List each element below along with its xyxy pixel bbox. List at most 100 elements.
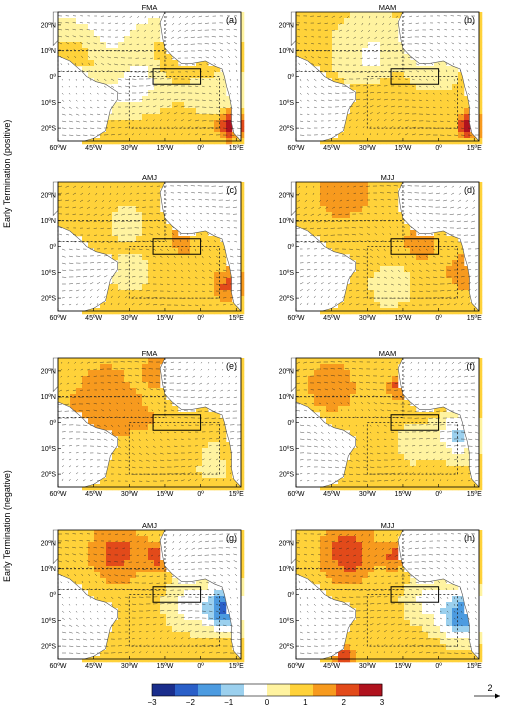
lat-tick-label: 0º — [288, 592, 295, 599]
lat-tick-label: 20ºS — [279, 644, 294, 651]
atl3-box — [152, 68, 202, 85]
lon-tick-label: 45ºW — [85, 663, 102, 670]
season-title: FMA — [142, 349, 158, 358]
lat-tick-label: 20ºS — [279, 296, 294, 303]
south-america-coast — [57, 225, 118, 312]
lat-tick-label: 0º — [288, 244, 295, 251]
lat-tick-label: 0º — [288, 420, 295, 427]
lat-tick-label: 0º — [50, 592, 57, 599]
lon-tick-label: 15ºE — [229, 315, 244, 322]
lon-tick-label: 15ºW — [394, 491, 411, 498]
south-america-coast — [295, 401, 356, 488]
reference-vector-label: 2 — [487, 683, 492, 693]
lon-tick-label: 45ºW — [323, 315, 340, 322]
south-america-coast — [295, 573, 356, 660]
lon-tick-label: 15ºW — [156, 491, 173, 498]
colorbar-tick-label: −1 — [224, 698, 234, 707]
lat-tick-label: 10ºN — [41, 218, 56, 225]
panel-h: MJJ (h) 20ºN 10ºN 0º 10ºS 20ºS 60ºW 45ºW 30ºW 15ºW… — [279, 521, 483, 670]
atl3-box — [390, 414, 440, 431]
lon-tick-label: 0º — [435, 491, 442, 498]
lon-tick-label: 30ºW — [121, 663, 138, 670]
lon-tick-label: 15ºE — [467, 491, 482, 498]
lat-tick-label: 0º — [50, 74, 57, 81]
colorbar-tick-label: −3 — [147, 698, 157, 707]
lat-tick-label: 20ºN — [41, 540, 56, 547]
lat-tick-label: 10ºS — [279, 618, 294, 625]
south-region-box — [366, 422, 459, 475]
lon-tick-label: 15ºW — [156, 315, 173, 322]
wind-vectors — [57, 185, 242, 306]
atl3-box — [390, 238, 440, 255]
lon-tick-label: 15ºW — [394, 315, 411, 322]
season-title: AMJ — [142, 173, 157, 182]
lat-tick-label: 10ºN — [279, 218, 294, 225]
atl3-box — [152, 238, 202, 255]
south-region-box — [366, 594, 459, 647]
lat-tick-label: 10ºN — [41, 48, 56, 55]
lon-tick-label: 60ºW — [288, 145, 305, 152]
atl3-box — [152, 414, 202, 431]
south-america-coast — [57, 55, 118, 142]
lat-tick-label: 20ºS — [41, 644, 56, 651]
lat-tick-label: 10ºN — [279, 566, 294, 573]
lat-tick-label: 0º — [50, 420, 57, 427]
panel-tag: (b) — [464, 15, 475, 25]
lat-tick-label: 10ºS — [41, 100, 56, 107]
lat-tick-label: 10ºS — [279, 100, 294, 107]
lon-tick-label: 60ºW — [50, 145, 67, 152]
lon-tick-label: 0º — [197, 491, 204, 498]
season-title: FMA — [142, 3, 158, 12]
panel-g: AMJ (g) 20ºN 10ºN 0º 10ºS 20ºS 60ºW 45ºW 30ºW 15ºW… — [41, 521, 245, 670]
lon-tick-label: 45ºW — [85, 491, 102, 498]
lat-tick-label: 10ºN — [41, 394, 56, 401]
colorbar-tick-label: 3 — [380, 698, 385, 707]
wind-vectors — [57, 361, 242, 482]
lon-tick-label: 30ºW — [359, 663, 376, 670]
lat-tick-label: 10ºS — [279, 446, 294, 453]
south-region-box — [366, 246, 459, 299]
panel-tag: (h) — [464, 533, 475, 543]
panel-tag: (a) — [226, 15, 237, 25]
lat-tick-label: 20ºN — [279, 540, 294, 547]
colorbar-tick-label: 2 — [341, 698, 346, 707]
lon-tick-label: 30ºW — [121, 491, 138, 498]
colorbar-tick-label: 1 — [303, 698, 308, 707]
panel-e: FMA (e) 20ºN 10ºN 0º 10ºS 20ºS 60ºW 45ºW 30ºW 15ºW… — [41, 349, 245, 498]
wind-vectors — [57, 15, 242, 136]
lon-tick-label: 45ºW — [323, 663, 340, 670]
lon-tick-label: 30ºW — [359, 315, 376, 322]
lon-tick-label: 15ºE — [229, 663, 244, 670]
panel-tag: (f) — [467, 361, 476, 371]
season-title: AMJ — [142, 521, 157, 530]
panel-tag: (d) — [464, 185, 475, 195]
lon-tick-label: 60ºW — [288, 663, 305, 670]
lon-tick-label: 15ºE — [229, 491, 244, 498]
lat-tick-label: 10ºN — [41, 566, 56, 573]
lat-tick-label: 0º — [288, 74, 295, 81]
lon-tick-label: 60ºW — [288, 315, 305, 322]
lon-tick-label: 0º — [435, 663, 442, 670]
lon-tick-label: 45ºW — [323, 145, 340, 152]
lat-tick-label: 20ºS — [41, 296, 56, 303]
lon-tick-label: 15ºE — [467, 145, 482, 152]
colorbar: −3 −2 −1 0 1 2 3 — [147, 683, 385, 707]
lon-tick-label: 15ºW — [394, 663, 411, 670]
lon-tick-label: 15ºE — [467, 663, 482, 670]
colorbar-tick-label: 0 — [265, 698, 270, 707]
panel-tag: (e) — [226, 361, 237, 371]
season-title: MJJ — [381, 521, 395, 530]
lon-tick-label: 30ºW — [359, 145, 376, 152]
lat-tick-label: 10ºS — [41, 270, 56, 277]
south-america-coast — [295, 225, 356, 312]
wind-vectors — [296, 533, 479, 654]
lon-tick-label: 45ºW — [323, 491, 340, 498]
lon-tick-label: 60ºW — [50, 315, 67, 322]
lat-tick-label: 20ºN — [41, 368, 56, 375]
lon-tick-label: 60ºW — [288, 491, 305, 498]
panel-f: MAM (f) 20ºN 10ºN 0º 10ºS 20ºS 60ºW 45ºW 30ºW 15ºW… — [279, 349, 483, 498]
lat-tick-label: 20ºN — [279, 368, 294, 375]
lon-tick-label: 15ºE — [229, 145, 244, 152]
lat-tick-label: 0º — [50, 244, 57, 251]
row-label-positive: Early Termination (positive) — [2, 119, 12, 228]
